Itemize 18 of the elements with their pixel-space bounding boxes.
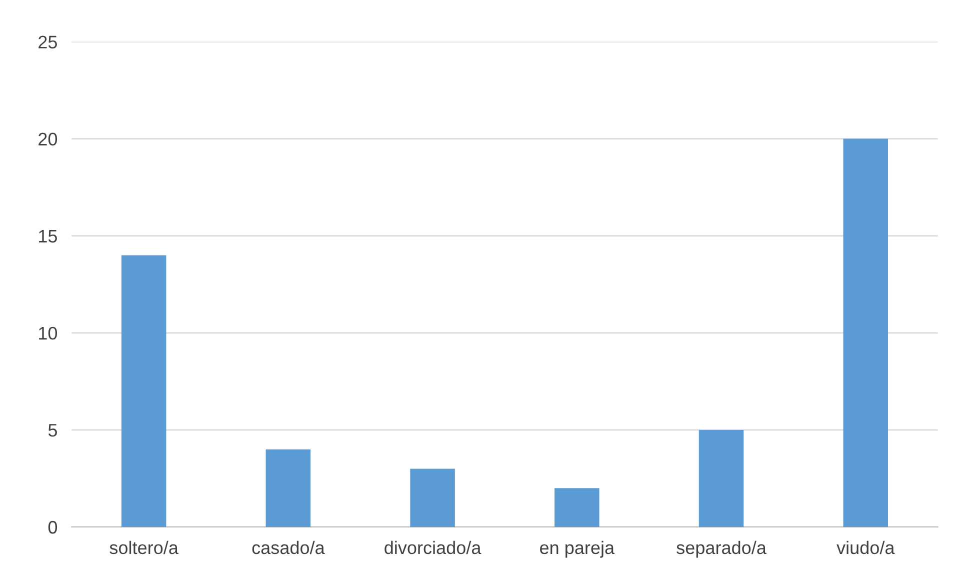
bar [410,468,455,527]
x-tick-label: separado/a [676,540,766,558]
bar [698,430,744,527]
bar [843,138,888,527]
bar [121,255,166,527]
x-tick-label: viudo/a [836,540,895,554]
bar [266,449,311,527]
x-tick-label: en pareja [540,540,615,558]
x-tick-label: casado/a [252,540,325,554]
y-tick-label: 20 [38,132,58,146]
y-tick-label: 0 [48,520,58,534]
x-tick-label: soltero/a [110,540,178,554]
y-tick-label: 15 [39,230,57,243]
y-tick-label: 5 [48,424,57,437]
x-tick-label: divorciado/a [384,540,482,554]
y-tick-label: 25 [38,36,57,48]
bar [554,488,600,527]
y-tick-label: 10 [39,326,58,340]
